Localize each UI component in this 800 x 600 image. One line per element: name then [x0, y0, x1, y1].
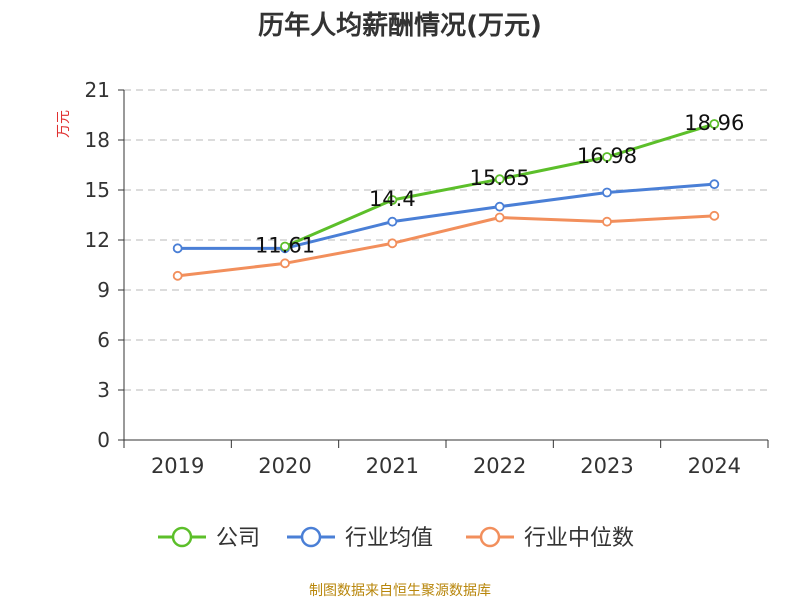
- data-point: [494, 174, 505, 185]
- data-point: [172, 270, 183, 281]
- grid-lines: [124, 89, 768, 391]
- data-point: [494, 212, 505, 223]
- legend-label: 行业均值: [345, 526, 433, 551]
- series-lines: [172, 119, 720, 281]
- data-label: 14.4: [369, 187, 416, 211]
- y-tick-label: 15: [85, 178, 110, 202]
- series-line: [177, 182, 715, 250]
- data-label: 11.61: [255, 234, 315, 258]
- data-point: [602, 187, 612, 198]
- y-tick-label: 12: [85, 228, 110, 252]
- x-tick-label: 2020: [258, 454, 311, 478]
- legend-marker: [171, 526, 193, 548]
- x-tick-label: 2021: [366, 454, 419, 478]
- data-label: 18.96: [684, 111, 744, 135]
- y-tick-label: 9: [97, 278, 110, 302]
- series-line: [177, 214, 715, 278]
- data-point: [602, 216, 612, 227]
- data-point: [494, 201, 505, 212]
- data-point: [387, 238, 398, 249]
- data-point: [172, 243, 183, 254]
- chart-title: 历年人均薪酬情况(万元): [258, 10, 542, 41]
- y-tick-label: 3: [97, 378, 110, 402]
- data-point: [602, 152, 612, 162]
- data-label: 15.65: [470, 166, 530, 190]
- x-tick-label: 2024: [688, 454, 741, 478]
- legend-label: 行业中位数: [524, 526, 634, 551]
- data-point: [709, 179, 720, 190]
- legend-label: 公司: [216, 526, 260, 551]
- data-label: 16.98: [577, 144, 637, 168]
- x-tick-label: 2023: [580, 454, 633, 478]
- legend-marker: [479, 526, 501, 548]
- data-labels: 11.61 14.4 15.65 16.98 18.96: [255, 111, 744, 258]
- source-note: 制图数据来自恒生聚源数据库: [309, 583, 491, 599]
- data-point: [709, 210, 720, 221]
- legend-marker: [300, 526, 322, 548]
- data-point: [280, 241, 290, 252]
- y-tick-label: 6: [97, 328, 110, 352]
- x-tick-label: 2022: [473, 454, 526, 478]
- axes: 0 3 6 9 12 15 18 21 2019 2020 2021 2022 2023 2024: [85, 78, 769, 478]
- data-point: [387, 216, 398, 227]
- data-point: [709, 119, 720, 129]
- x-tick-label: 2019: [151, 454, 204, 478]
- y-tick-label: 18: [85, 128, 110, 152]
- y-tick-label: 21: [85, 78, 110, 102]
- y-tick-label: 0: [97, 428, 110, 452]
- data-point: [280, 258, 290, 269]
- y-axis-label: 万元: [56, 110, 72, 138]
- legend: 公司 行业均值 行业中位数: [158, 526, 634, 551]
- data-point: [387, 195, 398, 205]
